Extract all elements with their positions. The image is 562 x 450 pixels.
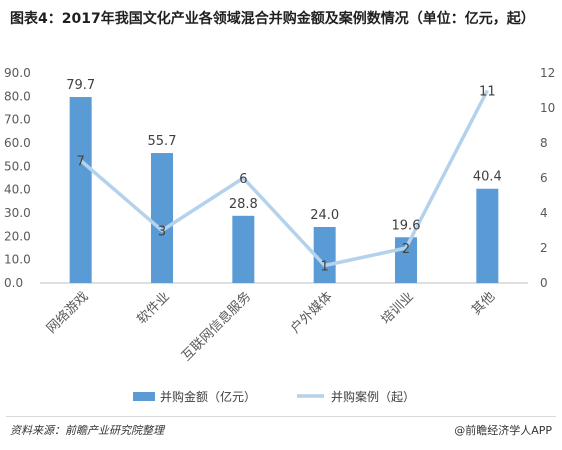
line-data-label: 3 xyxy=(158,225,166,240)
bar xyxy=(151,153,173,283)
line-data-label: 2 xyxy=(402,242,410,257)
right-axis-tick-label: 0 xyxy=(540,276,548,290)
left-axis-tick-label: 80.0 xyxy=(4,89,31,103)
left-axis-tick-label: 40.0 xyxy=(4,183,31,197)
bar-data-label: 40.4 xyxy=(473,170,502,185)
legend-bar-swatch xyxy=(133,392,155,401)
right-axis-tick-label: 4 xyxy=(540,206,548,220)
source-note: 资料来源：前瞻产业研究院整理 xyxy=(10,424,164,437)
bar xyxy=(476,188,499,283)
line-data-label: 7 xyxy=(77,155,85,170)
line-data-label: 6 xyxy=(239,172,247,187)
brand-credit: @前瞻经济学人APP xyxy=(454,424,552,437)
line-data-label: 1 xyxy=(321,260,329,275)
right-axis-tick-label: 2 xyxy=(540,241,548,255)
bar-data-label: 24.0 xyxy=(310,208,339,223)
category-label: 户外媒体 xyxy=(287,289,335,337)
category-label: 培训业 xyxy=(378,289,417,328)
left-axis-tick-label: 30.0 xyxy=(4,206,31,220)
right-axis-tick-label: 10 xyxy=(540,101,555,115)
bar xyxy=(69,97,92,284)
bar-data-label: 28.8 xyxy=(229,197,258,212)
bar xyxy=(232,215,255,283)
left-axis-tick-label: 0.0 xyxy=(4,276,23,290)
category-label: 软件业 xyxy=(135,289,173,327)
right-axis-tick-label: 12 xyxy=(540,66,555,80)
bar-data-label: 19.6 xyxy=(392,218,421,233)
line-data-label: 11 xyxy=(479,85,496,100)
category-label: 其他 xyxy=(469,289,498,318)
legend-bar-label: 并购金额（亿元） xyxy=(160,389,256,404)
footer-divider xyxy=(6,416,556,417)
right-axis-tick-label: 6 xyxy=(540,171,548,185)
left-axis-tick-label: 60.0 xyxy=(4,136,31,150)
left-axis-tick-label: 90.0 xyxy=(4,66,31,80)
bar-data-label: 55.7 xyxy=(148,134,177,149)
left-axis-tick-label: 20.0 xyxy=(4,229,31,243)
category-label: 互联网信息服务 xyxy=(178,289,254,365)
bar xyxy=(313,227,336,283)
series-line xyxy=(79,89,489,268)
legend-line-label: 并购案例（起） xyxy=(331,389,415,404)
left-axis-tick-label: 50.0 xyxy=(4,159,31,173)
chart-title: 图表4：2017年我国文化产业各领域混合并购金额及案例数情况（单位：亿元，起） xyxy=(10,11,535,27)
right-axis-tick-label: 8 xyxy=(540,136,548,150)
category-label: 网络游戏 xyxy=(43,289,91,337)
left-axis-tick-label: 10.0 xyxy=(4,253,31,267)
left-axis-tick-label: 70.0 xyxy=(4,113,31,127)
bar-data-label: 79.7 xyxy=(66,78,95,93)
